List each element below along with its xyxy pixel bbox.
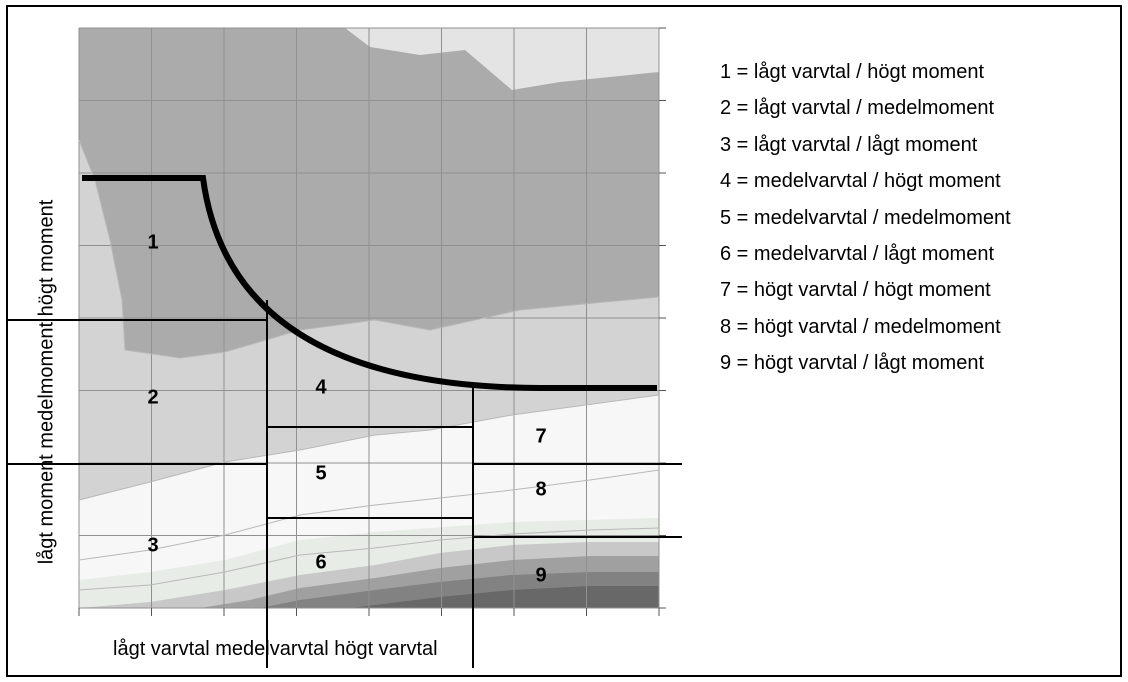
region-label-8: 8: [535, 478, 546, 500]
region-label-4: 4: [315, 376, 327, 398]
contour-line: [78, 469, 660, 561]
contour-band-top: [345, 28, 659, 90]
region-label-3: 3: [147, 534, 158, 556]
region-label-2: 2: [147, 386, 158, 408]
contour-line: [78, 394, 660, 501]
region-label-7: 7: [535, 425, 546, 447]
region-label-1: 1: [147, 231, 158, 253]
legend: 1 = lågt varvtal / högt moment 2 = lågt …: [720, 54, 1011, 382]
region-label-5: 5: [315, 462, 326, 484]
region-label-9: 9: [535, 564, 546, 586]
legend-item: 4 = medelvarvtal / högt moment: [720, 170, 1001, 193]
contour-line: [78, 139, 660, 359]
region-labels: 1 2 3 4 5 6 7 8 9: [147, 231, 546, 586]
legend-item: 9 = högt varvtal / lågt moment: [720, 352, 985, 375]
legend-item: 7 = högt varvtal / högt moment: [720, 279, 991, 302]
contour-line: [78, 527, 660, 591]
legend-item: 1 = lågt varvtal / högt moment: [720, 61, 985, 83]
legend-item: 8 = högt varvtal / medelmoment: [720, 315, 1001, 338]
legend-item: 5 = medelvarvtal / medelmoment: [720, 206, 1011, 229]
legend-item: 3 = lågt varvtal / lågt moment: [720, 133, 978, 156]
contour-band-low-4: [350, 586, 659, 608]
max-torque-curve: [82, 175, 657, 391]
region-label-6: 6: [315, 551, 326, 573]
contour-lines: [78, 139, 660, 591]
x-axis-label: lågt varvtal medelvarvtal högt varvtal: [113, 638, 438, 660]
legend-item: 6 = medelvarvtal / lågt moment: [720, 242, 995, 265]
legend-item: 2 = lågt varvtal / medelmoment: [720, 97, 995, 120]
y-axis-label: lågt moment medelmoment högt moment: [35, 199, 58, 565]
zone-divider-lines: [8, 300, 682, 668]
